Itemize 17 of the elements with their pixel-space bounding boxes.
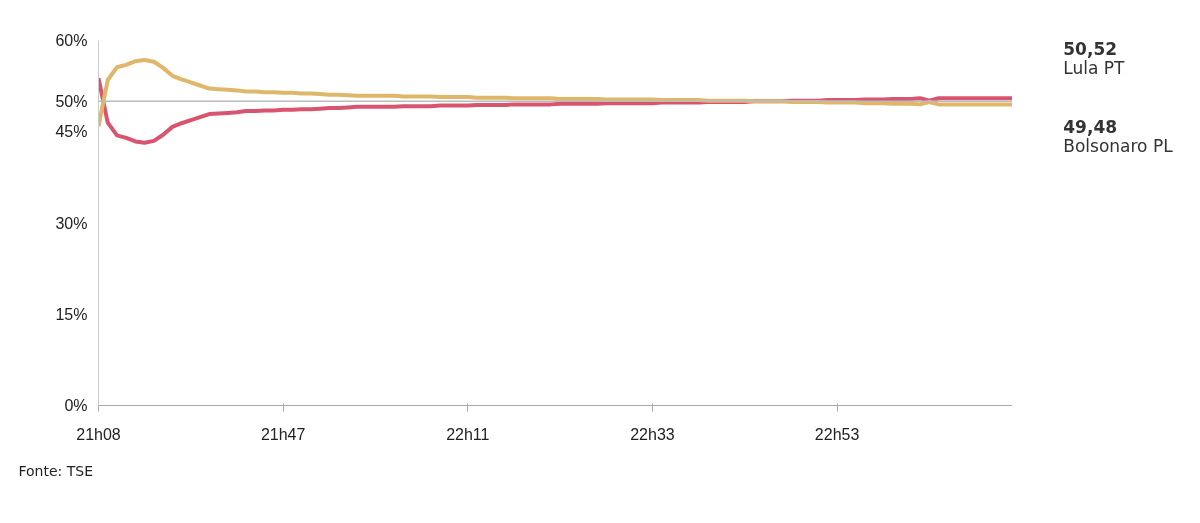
x-tick-label: 22h53 bbox=[814, 425, 860, 443]
text: Lula PT bbox=[1063, 58, 1125, 79]
y-tick-label: 45% bbox=[55, 123, 88, 141]
text: Bolsonaro PL bbox=[1063, 136, 1174, 157]
y-tick-label: 30% bbox=[55, 214, 88, 232]
text: 49,48 bbox=[1063, 117, 1118, 138]
line-series bbox=[98, 57, 1012, 129]
x-tick-label: 22h33 bbox=[630, 425, 675, 443]
y-tick-label: 60% bbox=[55, 32, 88, 49]
y-tick-label: 50% bbox=[55, 92, 88, 110]
y-tick-label: 0% bbox=[64, 397, 88, 414]
x-tick-label: 21h47 bbox=[260, 425, 306, 443]
text: 50,52 bbox=[1063, 39, 1118, 60]
source-note: Fonte: TSE bbox=[18, 462, 94, 479]
y-tick-label: 15% bbox=[55, 305, 88, 323]
x-tick-label: 21h08 bbox=[76, 425, 121, 443]
x-tick-label: 22h11 bbox=[446, 425, 490, 443]
